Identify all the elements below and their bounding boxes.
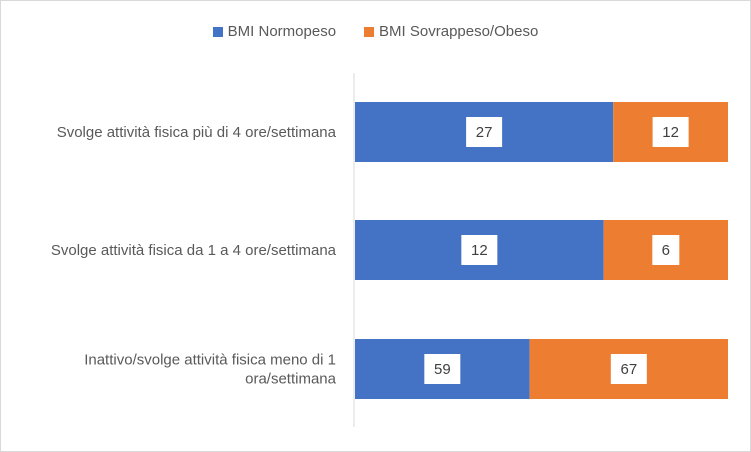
data-label: 67 — [620, 361, 637, 378]
legend: BMI Normopeso BMI Sovrappeso/Obeso — [1, 23, 750, 40]
category-label: Svolge attività fisica più di 4 ore/sett… — [57, 124, 337, 141]
data-label: 59 — [434, 361, 451, 378]
data-label-box — [461, 235, 498, 265]
legend-label-normopeso: BMI Normopeso — [227, 23, 337, 40]
data-label-box — [652, 117, 689, 147]
category-label: Inattivo/svolge attività fisica meno di … — [84, 352, 336, 388]
legend-item-sovrappeso: BMI Sovrappeso/Obeso — [364, 23, 538, 40]
data-label: 27 — [476, 124, 493, 141]
legend-swatch-normopeso — [212, 26, 223, 37]
data-label-box — [652, 235, 680, 265]
legend-swatch-sovrappeso — [364, 26, 375, 37]
data-label-box — [466, 117, 503, 147]
data-label: 12 — [662, 124, 679, 141]
category-label: Svolge attività fisica da 1 a 4 ore/sett… — [51, 242, 337, 259]
data-label-box — [424, 354, 461, 384]
data-label: 12 — [471, 242, 488, 259]
data-label: 6 — [662, 242, 670, 259]
legend-label-sovrappeso: BMI Sovrappeso/Obeso — [379, 23, 539, 40]
legend-item-normopeso: BMI Normopeso — [212, 23, 337, 40]
data-label-box — [610, 354, 647, 384]
